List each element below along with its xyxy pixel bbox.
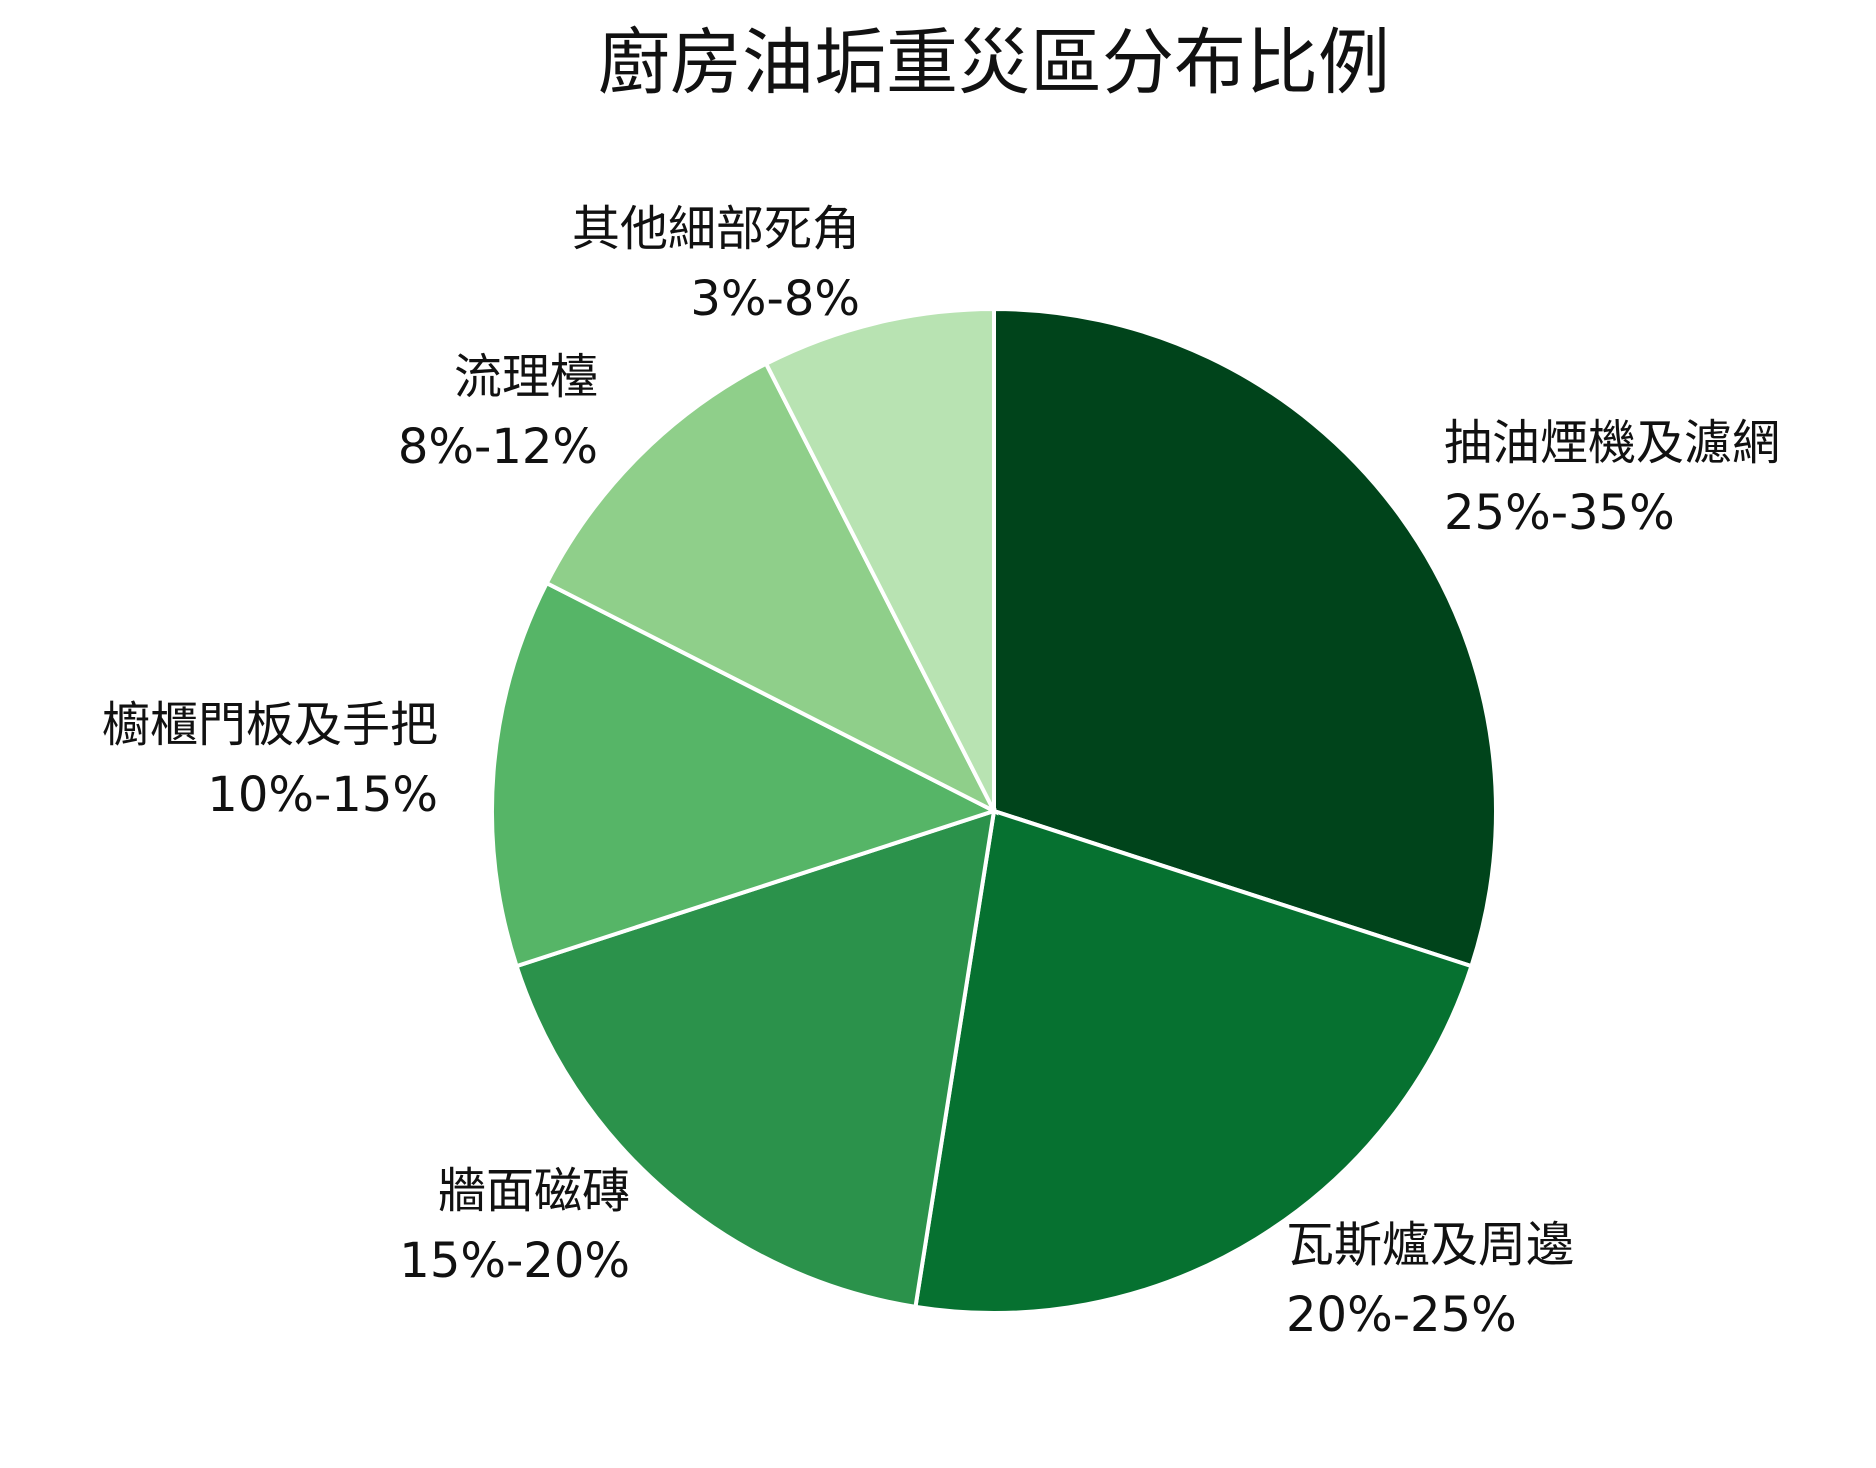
slice-range: 20%-25% [1286, 1287, 1517, 1343]
slice-label: 其他細部死角 [572, 201, 860, 257]
slice-range: 25%-35% [1444, 485, 1675, 541]
pie-slice [992, 306, 1498, 969]
slice-range: 3%-8% [690, 271, 860, 327]
chart-title: 廚房油垢重災區分布比例 [598, 21, 1390, 105]
slice-label: 流理檯 [454, 349, 598, 405]
slice-label: 櫥櫃門板及手把 [102, 697, 438, 753]
pie-slice [763, 306, 996, 812]
slice-label: 牆面磁磚 [438, 1163, 630, 1219]
pie-slice [544, 361, 999, 816]
slice-label: 瓦斯爐及周邊 [1286, 1217, 1574, 1273]
slice-label: 抽油煙機及濾網 [1444, 415, 1780, 471]
pie-slice [913, 808, 1474, 1315]
slice-range: 15%-20% [399, 1233, 630, 1289]
pie-slice [514, 808, 997, 1310]
slice-range: 8%-12% [398, 419, 598, 475]
pie-slice [490, 580, 1000, 969]
slice-range: 10%-15% [207, 767, 438, 823]
